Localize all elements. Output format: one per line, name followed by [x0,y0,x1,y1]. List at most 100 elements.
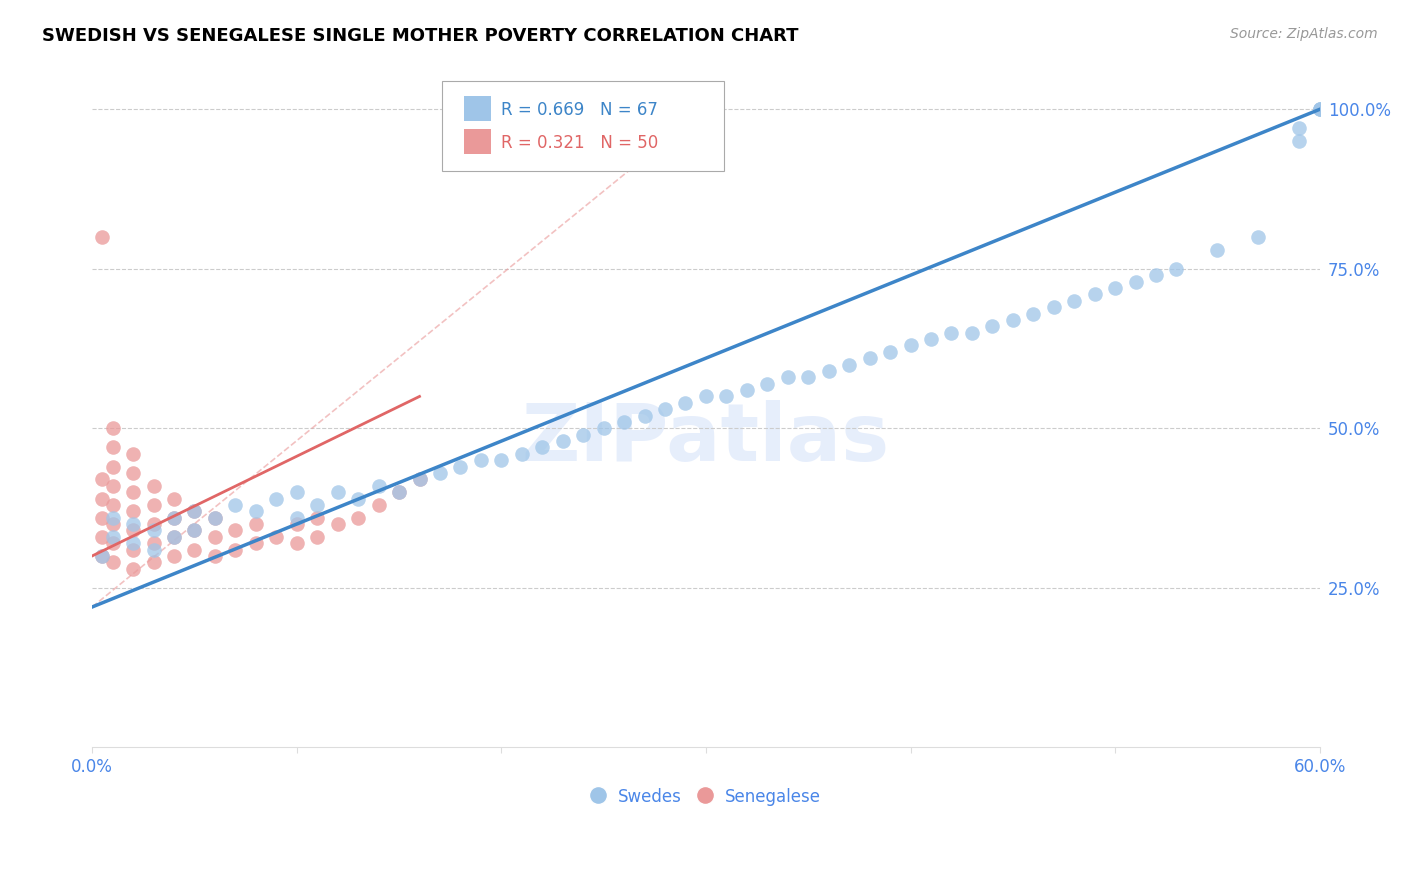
Point [91,230,114,244]
Legend: Swedes, Senegalese: Swedes, Senegalese [585,781,828,813]
Point [307,530,329,544]
Point [285,510,308,524]
Point [388,485,411,500]
Point [91,530,114,544]
Point [1125,275,1147,289]
Point [163,549,186,563]
Point [408,472,430,486]
Point [224,524,246,538]
Point [245,504,267,518]
Point [1309,103,1331,117]
Point [204,510,226,524]
Point [900,338,922,352]
Point [245,516,267,531]
Point [1309,103,1331,117]
Point [1309,103,1331,117]
Point [960,326,983,340]
Point [122,504,145,518]
Point [101,555,124,569]
Point [183,504,205,518]
Point [347,510,370,524]
Point [510,447,533,461]
Point [307,498,329,512]
Point [163,510,186,524]
Point [163,491,186,506]
Point [245,536,267,550]
Point [531,441,554,455]
Point [735,383,758,397]
Point [163,530,186,544]
Point [326,516,349,531]
Point [285,485,308,500]
Point [654,402,676,417]
Point [797,370,820,384]
Point [449,459,471,474]
Point [183,504,205,518]
Point [142,479,165,493]
Point [122,466,145,480]
Point [101,510,124,524]
Point [1042,300,1064,314]
Point [1288,121,1310,136]
Point [716,389,738,403]
Point [183,524,205,538]
Point [266,491,288,506]
Point [838,358,860,372]
Point [981,319,1004,334]
Point [285,536,308,550]
Point [756,376,779,391]
Point [470,453,492,467]
Point [101,421,124,435]
Point [91,510,114,524]
Point [122,524,145,538]
Point [1206,243,1229,257]
Point [1166,261,1188,276]
Text: SWEDISH VS SENEGALESE SINGLE MOTHER POVERTY CORRELATION CHART: SWEDISH VS SENEGALESE SINGLE MOTHER POVE… [42,27,799,45]
Point [572,427,595,442]
Point [183,524,205,538]
Point [91,472,114,486]
Point [551,434,574,449]
Point [920,332,942,346]
Point [1144,268,1167,283]
Point [613,415,636,429]
Point [429,466,451,480]
Point [224,498,246,512]
Point [142,555,165,569]
Point [1104,281,1126,295]
FancyBboxPatch shape [441,81,724,171]
Point [122,516,145,531]
Point [347,491,370,506]
Point [204,549,226,563]
Text: R = 0.669   N = 67: R = 0.669 N = 67 [501,101,658,119]
Point [266,530,288,544]
Point [101,479,124,493]
Point [183,542,205,557]
Point [1084,287,1107,301]
Text: R = 0.321   N = 50: R = 0.321 N = 50 [501,134,658,153]
Point [142,498,165,512]
Point [142,524,165,538]
Point [879,344,901,359]
Point [367,498,389,512]
Point [224,542,246,557]
Point [122,542,145,557]
Point [101,530,124,544]
Point [1247,230,1270,244]
Point [592,421,614,435]
Point [491,453,513,467]
Point [122,562,145,576]
Point [101,498,124,512]
Point [142,516,165,531]
Point [204,530,226,544]
Text: ZIPatlas: ZIPatlas [522,401,890,478]
Point [91,549,114,563]
Point [1001,313,1024,327]
Point [367,479,389,493]
Point [817,364,839,378]
Point [1063,293,1085,308]
Point [101,536,124,550]
Point [101,516,124,531]
FancyBboxPatch shape [464,95,491,121]
Point [122,447,145,461]
